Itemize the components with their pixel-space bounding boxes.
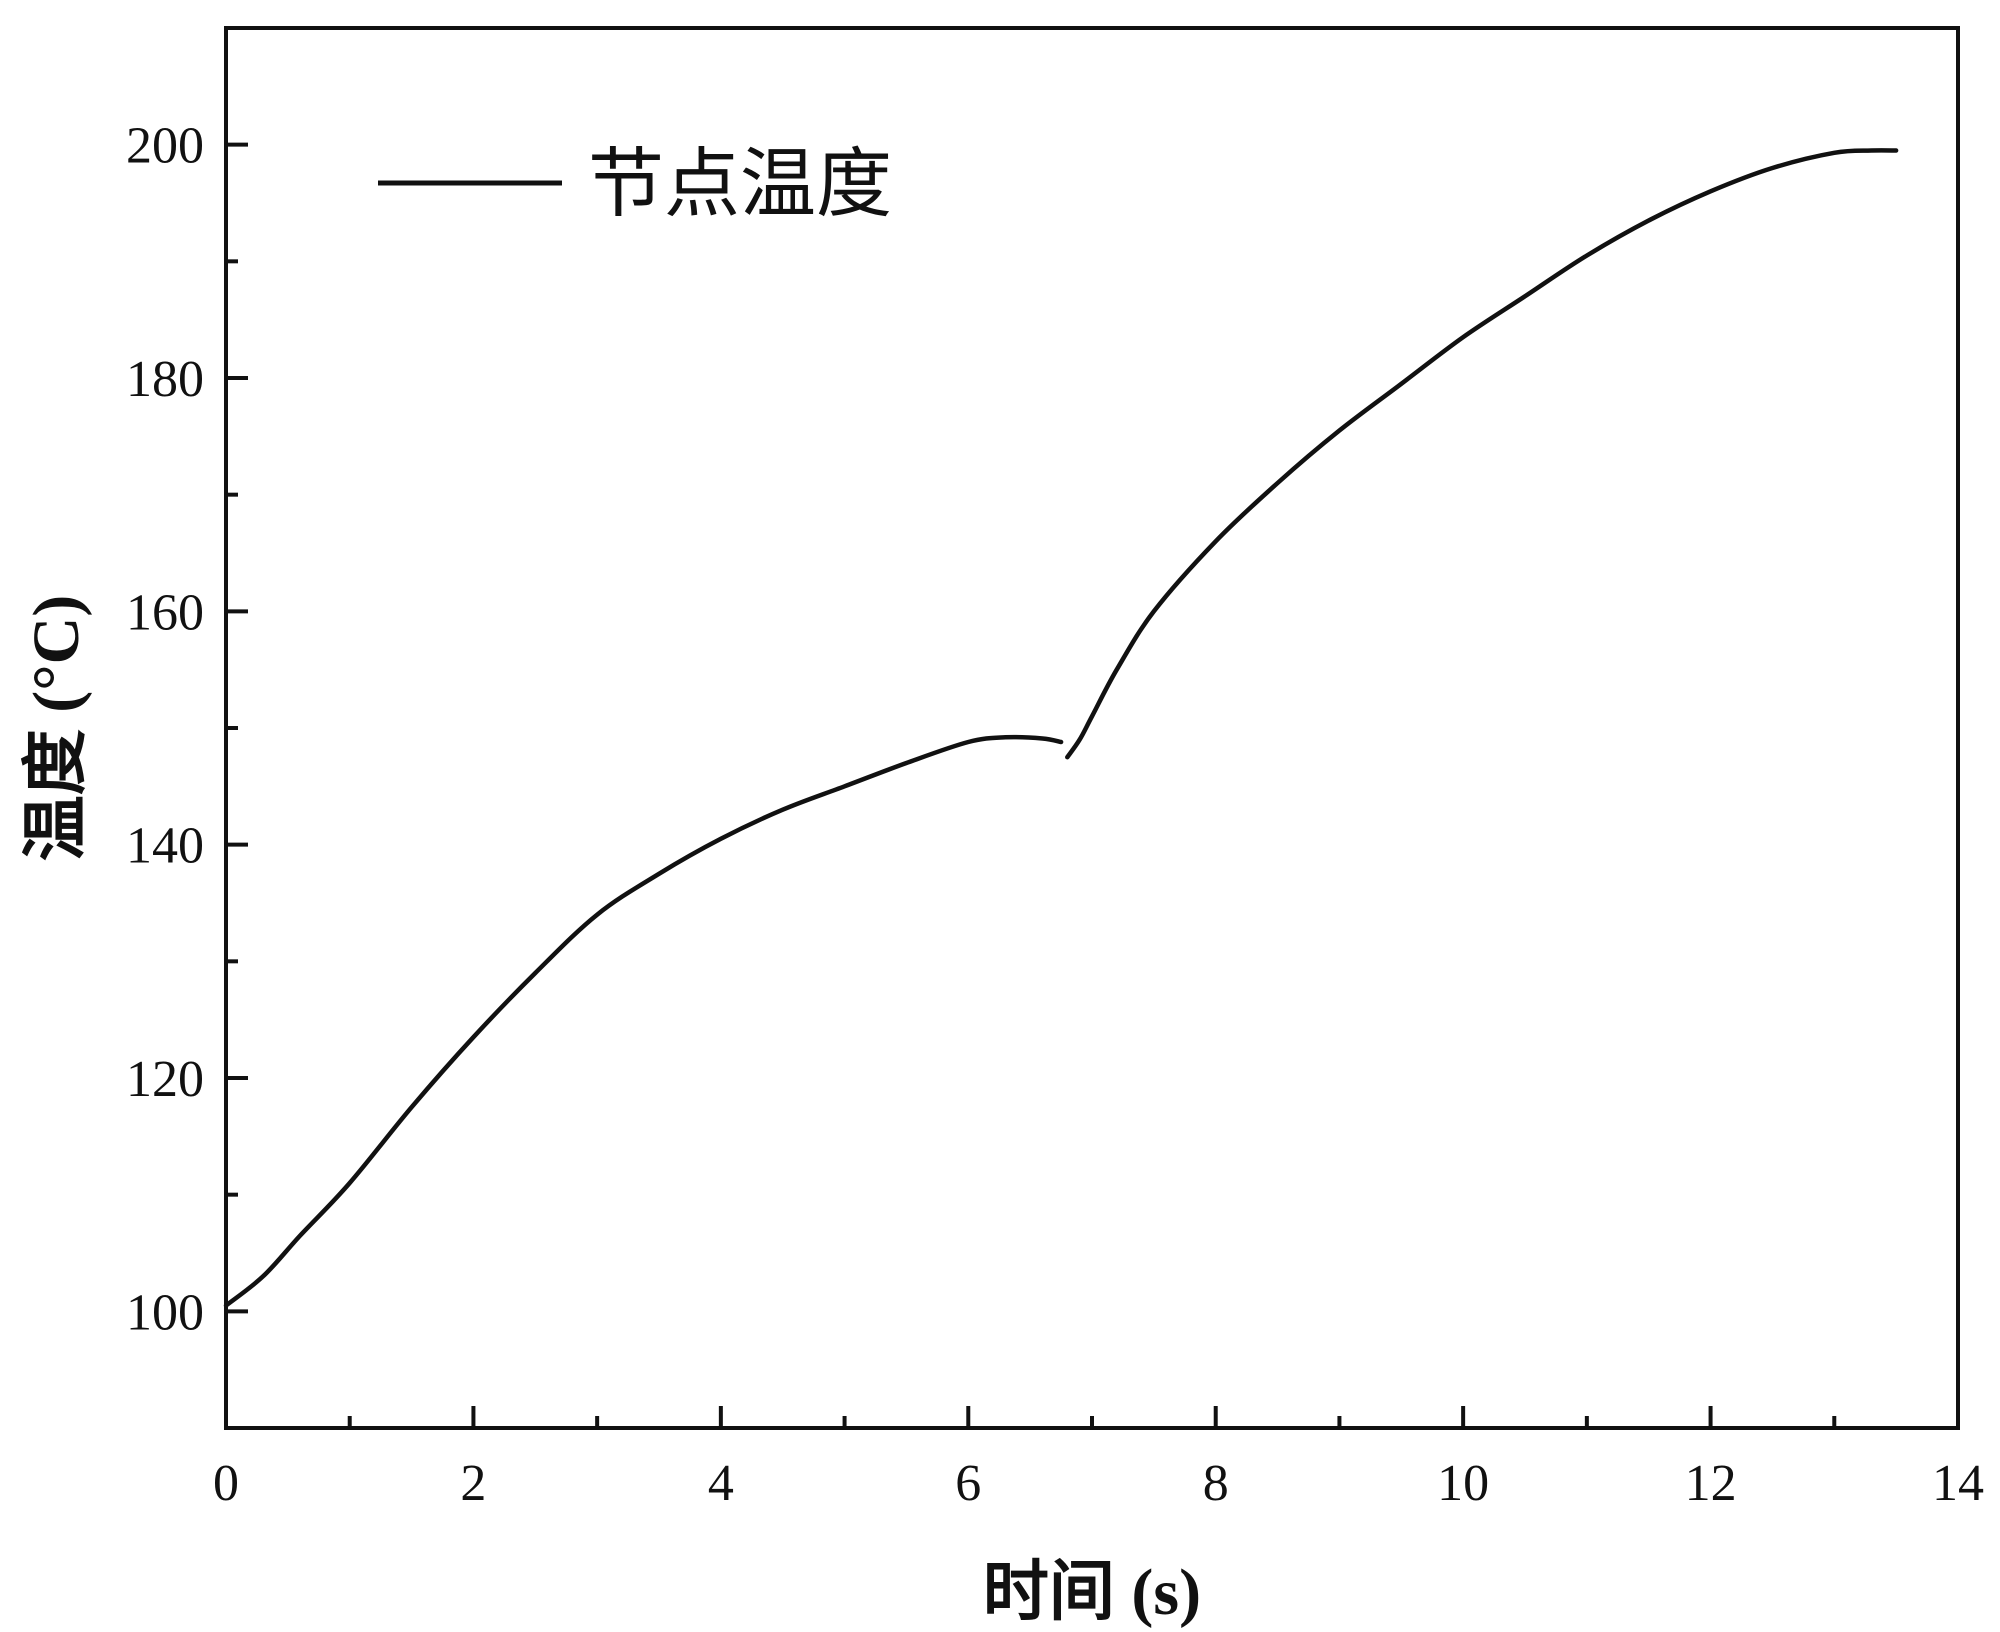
y-tick-label: 180 [126, 351, 204, 408]
axis-ticks: 0 2 4 6 8 10 12 14 100 120 140 160 180 200 [126, 118, 1984, 1512]
x-tick-label: 2 [460, 1455, 486, 1512]
x-axis-title: 时间 (s) [983, 1556, 1201, 1629]
x-tick-label: 12 [1685, 1455, 1737, 1512]
x-tick-label: 8 [1203, 1455, 1229, 1512]
x-tick-label: 4 [708, 1455, 734, 1512]
x-tick-label: 10 [1437, 1455, 1489, 1512]
y-tick-label: 120 [126, 1051, 204, 1108]
x-tick-label: 14 [1932, 1455, 1984, 1512]
legend-label: 节点温度 [588, 143, 892, 227]
series-line-segment [1065, 148, 1899, 760]
x-tick-label: 0 [213, 1455, 239, 1512]
x-tick-label: 6 [955, 1455, 981, 1512]
legend: 节点温度 [378, 143, 892, 227]
plot-frame [224, 26, 1960, 1430]
series-line-segment [223, 734, 1064, 1308]
y-tick-label: 140 [126, 818, 204, 875]
series-layer [223, 148, 1899, 1308]
y-tick-label: 100 [126, 1284, 204, 1341]
y-tick-label: 200 [126, 118, 204, 175]
y-tick-label: 160 [126, 584, 204, 641]
y-axis-title: 温度 (°C) [20, 595, 93, 862]
